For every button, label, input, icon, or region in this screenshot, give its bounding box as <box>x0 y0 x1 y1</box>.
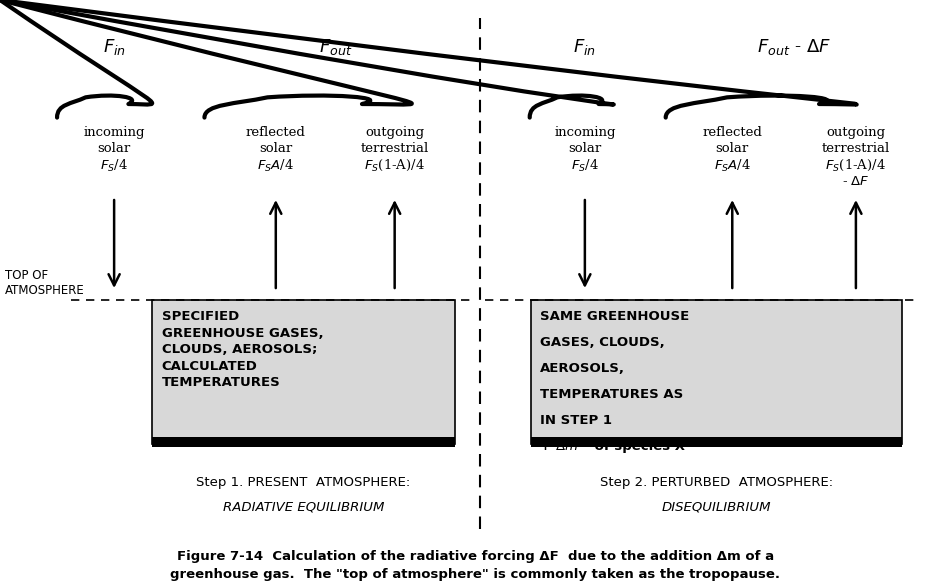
Text: reflected
solar
$F_SA$/4: reflected solar $F_SA$/4 <box>703 126 762 174</box>
Text: outgoing
terrestrial
$F_S$(1-A)/4: outgoing terrestrial $F_S$(1-A)/4 <box>360 126 429 173</box>
Text: IN STEP 1: IN STEP 1 <box>540 414 612 427</box>
Text: Figure 7-14  Calculation of the radiative forcing ΔF  due to the addition Δm of : Figure 7-14 Calculation of the radiative… <box>170 550 781 581</box>
Text: outgoing
terrestrial
$F_S$(1-A)/4
- $\Delta F$: outgoing terrestrial $F_S$(1-A)/4 - $\De… <box>822 126 890 188</box>
Text: Step 1. PRESENT  ATMOSPHERE:: Step 1. PRESENT ATMOSPHERE: <box>196 476 411 489</box>
Text: DISEQUILIBRIUM: DISEQUILIBRIUM <box>661 501 771 514</box>
Text: $F_{in}$: $F_{in}$ <box>103 37 126 57</box>
Text: +: + <box>540 440 555 453</box>
Text: TEMPERATURES AS: TEMPERATURES AS <box>540 388 684 401</box>
Text: incoming
solar
$F_S$/4: incoming solar $F_S$/4 <box>84 126 145 174</box>
Text: $F_{out}$: $F_{out}$ <box>319 37 352 57</box>
Text: $\Delta m$: $\Delta m$ <box>555 440 578 453</box>
Text: GASES, CLOUDS,: GASES, CLOUDS, <box>540 336 665 349</box>
FancyBboxPatch shape <box>152 300 455 444</box>
Text: SAME GREENHOUSE: SAME GREENHOUSE <box>540 310 689 323</box>
Bar <box>152 436 455 447</box>
Bar <box>531 436 902 447</box>
Text: reflected
solar
$F_SA$/4: reflected solar $F_SA$/4 <box>246 126 305 174</box>
Text: RADIATIVE EQUILIBRIUM: RADIATIVE EQUILIBRIUM <box>223 501 384 514</box>
Text: AEROSOLS,: AEROSOLS, <box>540 362 625 375</box>
Text: Step 2. PERTURBED  ATMOSPHERE:: Step 2. PERTURBED ATMOSPHERE: <box>599 476 833 489</box>
FancyBboxPatch shape <box>531 300 902 444</box>
Text: of species X: of species X <box>590 440 685 453</box>
Text: TOP OF
ATMOSPHERE: TOP OF ATMOSPHERE <box>5 269 85 297</box>
Text: $F_{out}$ - $\Delta F$: $F_{out}$ - $\Delta F$ <box>757 37 831 57</box>
Text: SPECIFIED
GREENHOUSE GASES,
CLOUDS, AEROSOLS;
CALCULATED
TEMPERATURES: SPECIFIED GREENHOUSE GASES, CLOUDS, AERO… <box>162 310 323 389</box>
Text: $F_{in}$: $F_{in}$ <box>573 37 596 57</box>
Text: incoming
solar
$F_S$/4: incoming solar $F_S$/4 <box>554 126 615 174</box>
